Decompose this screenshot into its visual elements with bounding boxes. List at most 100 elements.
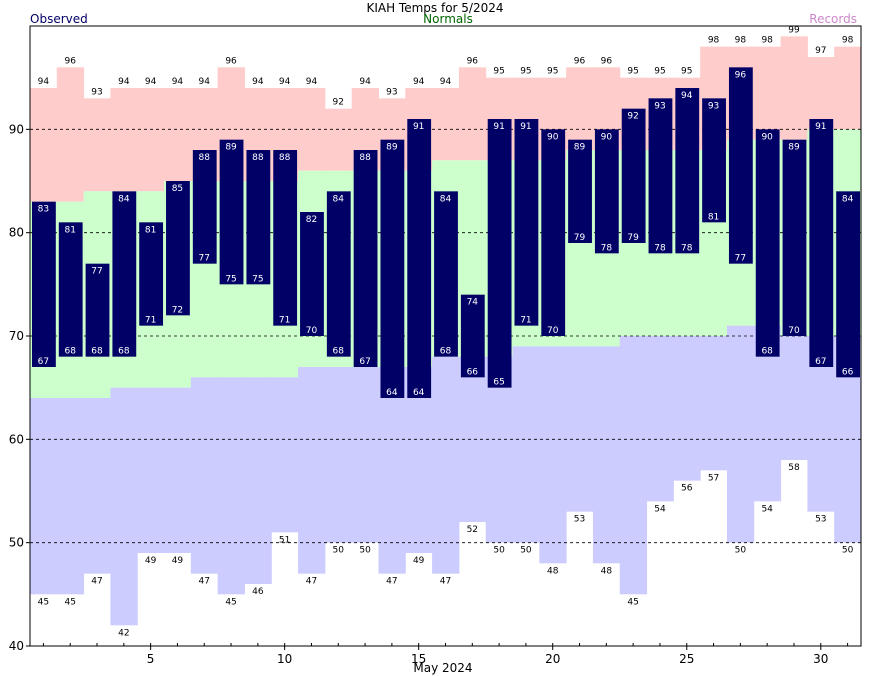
observed-bar — [192, 150, 217, 264]
observed-low-label: 71 — [279, 316, 290, 326]
record-high-band — [566, 67, 594, 150]
x-tick-label: 15 — [411, 652, 426, 666]
record-low-label: 56 — [681, 484, 693, 494]
observed-high-label: 89 — [225, 143, 237, 153]
observed-bar — [273, 150, 298, 326]
x-axis-label: May 2024 — [413, 661, 472, 675]
y-tick-label: 40 — [9, 639, 24, 653]
observed-low-label: 78 — [654, 243, 666, 253]
record-low-label: 46 — [252, 587, 264, 597]
record-high-label: 94 — [252, 77, 264, 87]
observed-high-label: 92 — [627, 112, 638, 122]
observed-bar — [728, 67, 753, 264]
record-high-label: 96 — [601, 56, 613, 66]
observed-bar — [809, 119, 834, 367]
observed-low-label: 77 — [735, 254, 746, 264]
record-high-label: 96 — [64, 56, 76, 66]
observed-high-label: 90 — [761, 132, 773, 142]
observed-low-label: 67 — [815, 357, 826, 367]
observed-high-label: 89 — [574, 143, 586, 153]
record-high-label: 94 — [145, 77, 157, 87]
record-high-label: 94 — [413, 77, 425, 87]
record-low-label: 50 — [359, 546, 371, 556]
record-high-label: 98 — [735, 36, 747, 46]
x-tick-label: 20 — [545, 652, 560, 666]
observed-bar — [648, 98, 673, 254]
observed-low-label: 79 — [574, 233, 586, 243]
record-high-label: 97 — [815, 46, 826, 56]
record-low-label: 45 — [64, 597, 75, 607]
record-low-label: 57 — [708, 473, 719, 483]
observed-low-label: 70 — [547, 326, 559, 336]
record-low-band — [244, 377, 272, 584]
record-high-band — [834, 46, 862, 130]
observed-bar — [380, 139, 405, 398]
observed-bar — [460, 294, 485, 378]
record-high-label: 94 — [172, 77, 184, 87]
record-high-label: 92 — [333, 98, 344, 108]
observed-bar — [702, 98, 726, 223]
record-high-label: 95 — [547, 67, 558, 77]
observed-high-label: 91 — [493, 122, 504, 132]
observed-bar — [675, 88, 700, 254]
observed-high-label: 89 — [788, 143, 800, 153]
observed-high-label: 81 — [64, 225, 75, 235]
record-low-band — [619, 336, 648, 595]
record-high-label: 98 — [708, 36, 720, 46]
record-low-label: 50 — [842, 546, 854, 556]
record-low-band — [324, 367, 353, 543]
record-low-label: 45 — [225, 597, 236, 607]
record-low-band — [164, 387, 192, 553]
observed-low-label: 68 — [118, 347, 130, 357]
observed-high-label: 83 — [38, 205, 49, 215]
record-low-label: 47 — [440, 577, 451, 587]
record-high-label: 94 — [306, 77, 318, 87]
observed-low-label: 65 — [493, 378, 504, 388]
observed-bar — [353, 150, 378, 367]
x-tick-label: 25 — [679, 652, 694, 666]
observed-high-label: 94 — [681, 91, 693, 101]
observed-high-label: 88 — [252, 153, 264, 163]
observed-low-label: 81 — [708, 212, 719, 222]
observed-bar — [621, 108, 646, 244]
record-high-band — [324, 108, 353, 171]
record-high-label: 96 — [574, 56, 586, 66]
record-low-label: 50 — [493, 546, 505, 556]
record-low-label: 48 — [547, 566, 559, 576]
observed-low-label: 68 — [761, 347, 773, 357]
record-low-label: 52 — [467, 525, 478, 535]
observed-bar — [300, 212, 324, 336]
observed-high-label: 84 — [118, 194, 130, 204]
record-high-label: 93 — [91, 87, 102, 97]
observed-bar — [112, 191, 137, 357]
record-high-label: 94 — [38, 77, 50, 87]
observed-high-label: 93 — [708, 101, 719, 111]
record-high-band — [56, 67, 85, 202]
record-high-label: 94 — [440, 77, 452, 87]
record-high-label: 94 — [199, 77, 211, 87]
record-low-label: 58 — [788, 463, 800, 473]
observed-low-label: 67 — [38, 357, 49, 367]
legend-observed: Observed — [30, 12, 88, 26]
record-low-label: 47 — [199, 577, 210, 587]
record-high-band — [164, 88, 192, 181]
record-high-band — [110, 88, 138, 192]
observed-bar — [594, 129, 619, 254]
record-low-label: 54 — [761, 504, 773, 514]
observed-bar — [166, 181, 190, 316]
record-low-label: 49 — [413, 556, 425, 566]
observed-bar — [514, 119, 539, 326]
record-low-band — [298, 367, 326, 574]
observed-high-label: 88 — [279, 153, 291, 163]
record-low-band — [726, 325, 755, 543]
observed-high-label: 84 — [842, 194, 854, 204]
record-low-band — [110, 387, 138, 626]
record-low-band — [432, 356, 460, 574]
record-high-label: 93 — [386, 87, 397, 97]
record-low-label: 45 — [627, 597, 638, 607]
observed-high-label: 77 — [91, 267, 102, 277]
observed-low-label: 67 — [359, 357, 370, 367]
record-high-label: 98 — [761, 36, 773, 46]
record-high-label: 96 — [225, 56, 237, 66]
